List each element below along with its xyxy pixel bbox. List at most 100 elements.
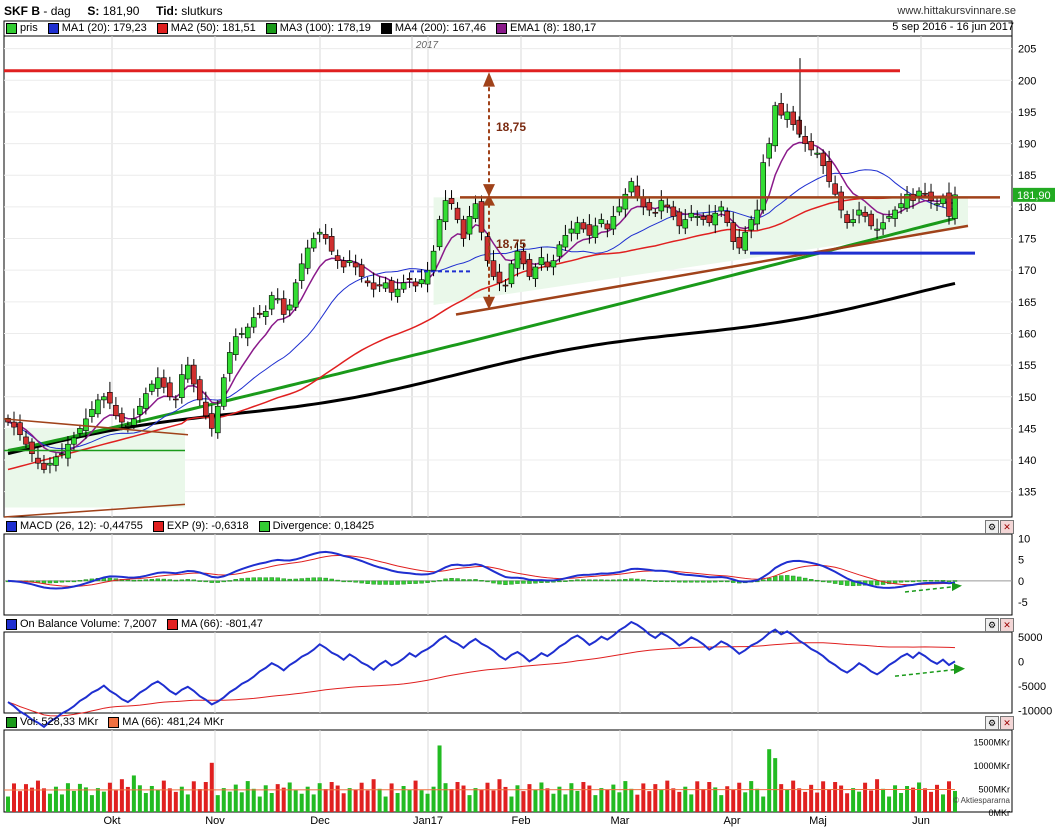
macd-close-icon[interactable]: ✕ [1000, 520, 1014, 534]
macd-trend-arrow [904, 585, 961, 593]
macd-divergence-bar [53, 580, 59, 583]
macd-divergence-bar [371, 580, 376, 585]
candle-body [424, 269, 431, 285]
obv-legend-item: MA (66): -801,47 [166, 618, 263, 630]
candle-body [442, 200, 449, 223]
volume-bar [425, 793, 430, 812]
macd-tick-label: 5 [1018, 555, 1024, 567]
macd-divergence-bar [281, 578, 286, 582]
volume-bar [797, 788, 802, 812]
price-tick-label: 140 [1018, 455, 1036, 467]
volume-bar [737, 782, 742, 812]
macd-divergence-bar [473, 579, 478, 582]
volume-bar [491, 790, 496, 812]
candle-body [772, 105, 778, 147]
candle-body [238, 333, 245, 335]
volume-bar [617, 792, 622, 812]
macd-divergence-bar [557, 580, 562, 583]
candle-body [700, 216, 707, 220]
volume-bar [887, 796, 892, 812]
macd-divergence-bar [197, 580, 202, 582]
volume-bar [59, 794, 64, 812]
macd-divergence-bar [251, 577, 256, 582]
volume-bar [521, 791, 526, 812]
macd-divergence-bar [515, 580, 520, 584]
candle-body [179, 374, 185, 398]
macd-divergence-bar [832, 580, 838, 584]
legend-label: MA1 (20): 179,23 [61, 22, 147, 34]
macd-divergence-bar [683, 580, 688, 583]
volume-tick-label: 1500MKr [973, 738, 1010, 748]
macd-tick-label: 10 [1018, 533, 1030, 545]
macd-divergence-bar [605, 579, 610, 582]
macd-divergence-bar [131, 579, 137, 582]
obv-close-icon[interactable]: ✕ [1000, 618, 1014, 632]
macd-divergence-bar [203, 580, 208, 583]
candle-body [298, 263, 305, 281]
candle-body [119, 413, 125, 423]
volume-bar [203, 782, 208, 812]
macd-divergence-bar [497, 580, 502, 585]
volume-bar [65, 783, 70, 812]
legend-label: EXP (9): -0,6318 [166, 520, 249, 532]
volume-tick-label: 1000MKr [973, 761, 1010, 771]
early-base-line [3, 503, 186, 518]
obv-settings-icon[interactable]: ⚙ [985, 618, 999, 632]
chart-header: SKF B - dag S: 181,90 Tid: slutkurs [4, 4, 223, 18]
month-tick-label: Nov [205, 815, 225, 827]
candle-body [604, 223, 611, 230]
volume-bar [557, 786, 562, 812]
candle-body [904, 193, 910, 209]
macd-divergence-bar [766, 577, 772, 582]
candle-body [95, 399, 101, 415]
obv-tick-label: 0 [1018, 656, 1024, 668]
volume-settings-icon[interactable]: ⚙ [985, 716, 999, 730]
candle-body [226, 352, 233, 374]
arrowhead [954, 663, 965, 675]
candle-body [448, 198, 455, 205]
volume-bar [11, 783, 16, 812]
legend-swatch [6, 618, 17, 630]
volume-bar [395, 793, 400, 812]
obv-legend-item: On Balance Volume: 7,2007 [6, 618, 157, 630]
volume-bar [749, 781, 754, 812]
macd-divergence-bar [814, 579, 820, 582]
candle-body [47, 462, 53, 466]
macd-divergence-bar [713, 580, 718, 583]
price-legend: pris MA1 (20): 179,23 MA2 (50): 181,51 MA3 … [6, 21, 596, 35]
candle-body [784, 111, 790, 120]
macd-divergence-bar [916, 580, 922, 582]
macd-divergence-bar [677, 580, 682, 583]
macd-tick-label: 0 [1018, 576, 1024, 588]
candle-body [946, 192, 952, 217]
macd-divergence-bar [83, 579, 89, 582]
macd-settings-icon[interactable]: ⚙ [985, 520, 999, 534]
macd-divergence-bar [892, 580, 898, 584]
candle-body [826, 161, 832, 182]
price-tick-label: 205 [1018, 44, 1036, 56]
macd-divergence-bar [707, 580, 712, 583]
candle-body [766, 143, 772, 159]
month-tick-label: Okt [103, 815, 120, 827]
candle-body [778, 103, 784, 116]
volume-close-icon[interactable]: ✕ [1000, 716, 1014, 730]
macd-divergence-bar [898, 580, 904, 583]
volume-bar [563, 794, 568, 812]
macd-legend-item: Divergence: 0,18425 [258, 520, 374, 532]
candle-body [580, 222, 587, 230]
candle-body [256, 312, 263, 315]
candle-body [370, 282, 377, 290]
obv-tick-label: -5000 [1018, 681, 1046, 693]
volume-bar [191, 781, 196, 812]
volume-bar [341, 793, 346, 812]
candle-body [862, 211, 868, 217]
macd-divergence-bar [449, 578, 454, 582]
macd-divergence-bar [209, 580, 214, 583]
site-url[interactable]: www.hittakursvinnare.se [897, 5, 1016, 17]
legend-label: Vol: 528,33 MKr [20, 716, 99, 728]
candle-body [646, 202, 653, 211]
candle-body [868, 213, 874, 227]
macd-divergence-bar [922, 580, 928, 582]
macd-divergence-bar [359, 580, 364, 584]
candle-body [460, 219, 467, 239]
